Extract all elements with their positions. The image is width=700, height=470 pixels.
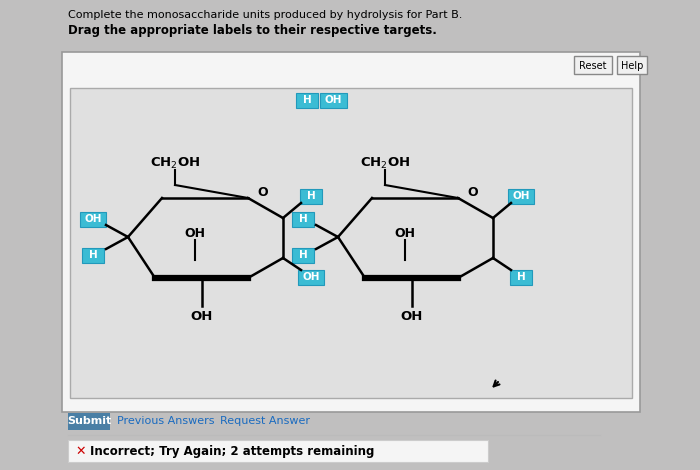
Text: H: H <box>299 250 307 260</box>
Text: H: H <box>302 95 312 105</box>
Text: OH: OH <box>190 310 213 322</box>
FancyBboxPatch shape <box>319 93 346 108</box>
Text: OH: OH <box>512 191 530 201</box>
Text: OH: OH <box>324 95 342 105</box>
FancyBboxPatch shape <box>68 413 110 430</box>
Text: CH$_2$OH: CH$_2$OH <box>360 156 410 171</box>
Text: ✕: ✕ <box>75 445 85 457</box>
Text: H: H <box>299 214 307 224</box>
Text: Complete the monosaccharide units produced by hydrolysis for Part B.: Complete the monosaccharide units produc… <box>68 10 463 20</box>
FancyBboxPatch shape <box>68 440 488 462</box>
FancyBboxPatch shape <box>510 269 532 284</box>
Text: OH: OH <box>84 214 102 224</box>
Text: OH: OH <box>185 227 206 240</box>
Text: H: H <box>307 191 316 201</box>
Text: Drag the appropriate labels to their respective targets.: Drag the appropriate labels to their res… <box>68 24 437 37</box>
Text: O: O <box>468 186 478 198</box>
Text: H: H <box>89 250 97 260</box>
Text: CH$_2$OH: CH$_2$OH <box>150 156 200 171</box>
Text: O: O <box>258 186 268 198</box>
FancyBboxPatch shape <box>82 248 104 263</box>
FancyBboxPatch shape <box>296 93 318 108</box>
Text: Submit: Submit <box>67 416 111 426</box>
Text: Previous Answers: Previous Answers <box>117 416 214 426</box>
Text: H: H <box>517 272 526 282</box>
FancyBboxPatch shape <box>508 188 534 204</box>
Text: OH: OH <box>400 310 423 322</box>
Text: Help: Help <box>621 61 643 70</box>
FancyBboxPatch shape <box>300 188 322 204</box>
FancyBboxPatch shape <box>62 52 640 412</box>
Text: OH: OH <box>302 272 320 282</box>
Text: Reset: Reset <box>580 61 607 70</box>
Text: Incorrect; Try Again; 2 attempts remaining: Incorrect; Try Again; 2 attempts remaini… <box>90 445 375 457</box>
FancyBboxPatch shape <box>292 248 314 263</box>
Text: OH: OH <box>395 227 416 240</box>
FancyBboxPatch shape <box>617 56 647 74</box>
FancyBboxPatch shape <box>292 212 314 227</box>
FancyBboxPatch shape <box>80 212 106 227</box>
FancyBboxPatch shape <box>70 88 632 398</box>
Text: Request Answer: Request Answer <box>220 416 310 426</box>
FancyBboxPatch shape <box>298 269 324 284</box>
FancyBboxPatch shape <box>574 56 612 74</box>
